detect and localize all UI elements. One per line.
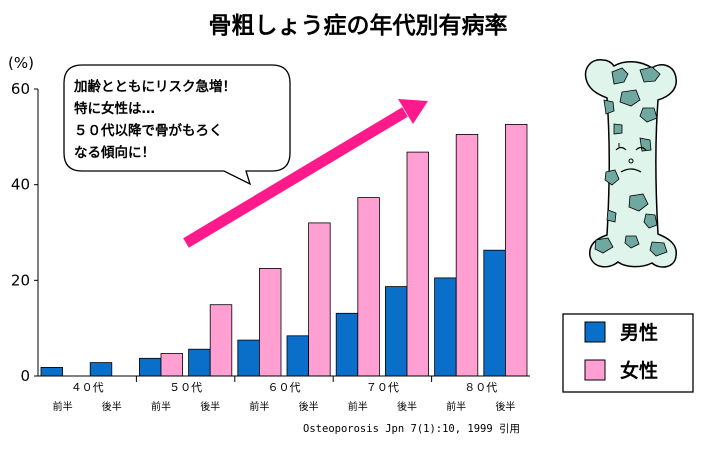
x-half-label: 前半 [446, 400, 466, 413]
bar-female [504, 124, 528, 377]
bar-female [308, 222, 331, 377]
bar-male [188, 348, 211, 377]
x-half-label: 前半 [53, 400, 73, 413]
bar-male [483, 249, 506, 377]
callout-line-3: ５０代以降で骨がもろく [74, 122, 223, 139]
x-half-label: 後半 [102, 400, 122, 413]
bar-female [357, 197, 380, 377]
legend-label-male: 男性 [620, 321, 658, 344]
legend-label-female: 女性 [620, 359, 658, 382]
y-axis-label: (%) [8, 54, 34, 72]
bar-female [455, 133, 479, 377]
callout-line-1: 加齢とともにリスク急増！ [73, 78, 236, 95]
y-tick-label: 0 [20, 367, 30, 385]
y-tick-label: 40 [11, 176, 30, 194]
callout-bubble: 加齢とともにリスク急増！ 特に女性は… ５０代以降で骨がもろく なる傾向に！ [63, 64, 291, 186]
y-tick-label: 60 [11, 80, 30, 98]
bar-female [160, 353, 184, 377]
bar-male [335, 312, 359, 377]
x-decade-label: ５０代 [169, 381, 202, 394]
x-half-label: 前半 [249, 400, 269, 413]
x-half-label: 前半 [151, 400, 171, 413]
x-decade-label: ７０代 [366, 381, 399, 394]
bar-male [40, 366, 64, 377]
source-note: Osteoporosis Jpn 7(1):10, 1999 引用 [303, 422, 520, 435]
x-half-label: 後半 [299, 400, 319, 413]
x-decade-label: ４０代 [71, 381, 104, 394]
bar-male [286, 335, 310, 377]
bar-male [384, 286, 408, 377]
x-half-label: 前半 [348, 400, 368, 413]
legend: 男性 女性 [562, 313, 694, 393]
bar-female [258, 267, 282, 377]
fragile-bone-icon [584, 59, 677, 268]
x-decade-label: ６０代 [268, 381, 301, 394]
x-half-label: 後半 [200, 400, 220, 413]
chart-title: 骨粗しょう症の年代別有病率 [209, 12, 508, 39]
bar-female [406, 151, 430, 377]
y-tick-label: 20 [11, 271, 30, 289]
bar-female [209, 304, 233, 377]
legend-swatch-female [584, 359, 606, 381]
bars [40, 124, 528, 377]
bar-male [434, 277, 457, 377]
x-half-label: 後半 [397, 400, 417, 413]
callout-line-2: 特に女性は… [74, 100, 155, 117]
bar-male [89, 362, 113, 377]
trend-arrow [183, 99, 428, 248]
x-decade-label: ８０代 [464, 381, 497, 394]
y-ticks: 0 20 40 60 [11, 80, 38, 385]
bar-male [138, 357, 162, 377]
callout-line-4: なる傾向に！ [74, 144, 155, 161]
bar-male [237, 339, 260, 377]
x-half-label: 後半 [495, 400, 515, 413]
legend-swatch-male [584, 321, 606, 343]
